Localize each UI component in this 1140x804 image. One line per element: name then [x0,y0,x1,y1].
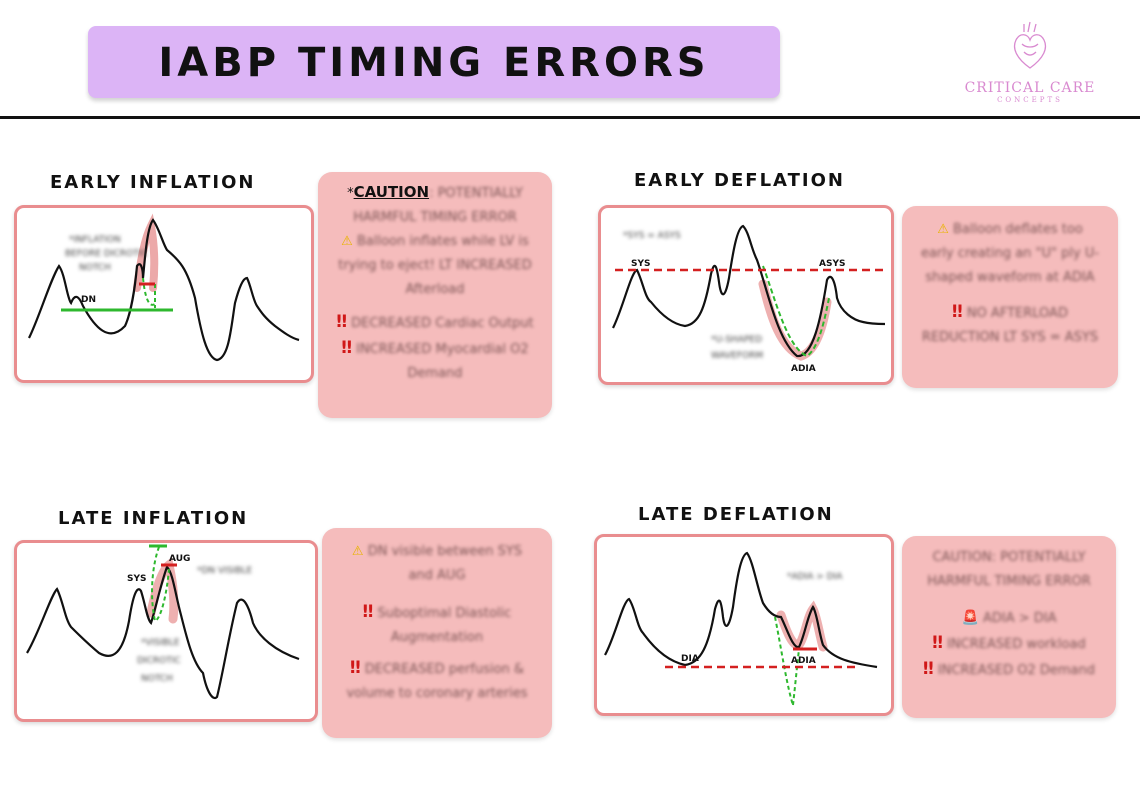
double-exclamation-icon: ‼ [923,659,934,679]
note-line-3: ADIA > DIA [983,611,1057,626]
early-inflation-title: EARLY INFLATION [50,172,256,193]
blurred-label-1: *SYS = ASYS [623,231,681,241]
early-deflation-title: EARLY DEFLATION [634,170,845,191]
logo-name: CRITICAL CARE [964,80,1096,96]
adia-label: ADIA [791,364,816,374]
early-deflation-note: ⚠ Balloon deflates too early creating an… [902,206,1118,388]
early-inflation-note: *CAUTION: POTENTIALLY HARMFUL TIMING ERR… [318,172,552,418]
note-line-5: REDUCTION LT SYS = ASYS [921,330,1099,345]
double-exclamation-icon: ‼ [932,633,943,653]
title-banner: IABP TIMING ERRORS [88,26,780,98]
late-deflation-waveform-svg: DIA ADIA *ADIA > DIA [604,551,878,706]
double-exclamation-icon: ‼ [341,338,352,358]
blurred-label-2: BEFORE DICROTIC [65,249,148,259]
adia-label: ADIA [791,656,816,666]
note-line-2: HARMFUL TIMING ERROR [927,574,1091,589]
note-line-3: shaped waveform at ADIA [925,270,1095,285]
logo: CRITICAL CARE CONCEPTS [960,18,1100,118]
note-line-2: and AUG [408,568,466,583]
late-inflation-waveform: SYS AUG *DN VISIBLE *VISIBLE DICROTIC NO… [14,540,318,722]
siren-icon: 🚨 [961,610,979,626]
note-line-6: volume to coronary arteries [346,686,528,701]
late-deflation-waveform: DIA ADIA *ADIA > DIA [594,534,894,716]
early-deflation-waveform: SYS ASYS ADIA *SYS = ASYS *U-SHAPED WAVE… [598,205,894,385]
note-line-1: Balloon deflates too [953,222,1083,237]
asys-label: ASYS [819,259,845,269]
blurred-label-1: *ADIA > DIA [787,572,843,582]
double-exclamation-icon: ‼ [336,312,348,332]
note-line-7: INCREASED Myocardial O2 [356,342,529,357]
warning-icon: ⚠ [351,544,364,559]
aug-label: AUG [169,554,190,564]
note-line-1: CAUTION: POTENTIALLY [932,550,1086,565]
page-title: IABP TIMING ERRORS [158,40,710,86]
late-inflation-waveform-svg: SYS AUG *DN VISIBLE *VISIBLE DICROTIC NO… [26,544,300,700]
note-line-5: Afterload [405,282,465,297]
note-line-4: NO AFTERLOAD [966,306,1068,321]
late-deflation-note: CAUTION: POTENTIALLY HARMFUL TIMING ERRO… [902,536,1116,718]
note-line-5: DECREASED perfusion & [364,662,525,677]
sys-label: SYS [127,574,146,584]
early-deflation-waveform-svg: SYS ASYS ADIA *SYS = ASYS *U-SHAPED WAVE… [612,224,886,374]
note-line-2: HARMFUL TIMING ERROR [353,210,517,225]
dn-label: DN [81,295,96,305]
note-line-3: Suboptimal Diastolic [377,606,512,621]
warning-icon: ⚠ [937,222,949,237]
caution-rest: : POTENTIALLY [429,186,523,201]
note-line-2: early creating an "U" ply U- [920,246,1100,261]
note-line-4: trying to eject! LT INCREASED [338,258,532,273]
note-line-4: Augmentation [390,630,484,645]
logo-sub: CONCEPTS [997,96,1063,104]
note-line-8: Demand [407,366,463,381]
note-line-1: DN visible between SYS [367,544,523,559]
heart-logo-icon [1013,21,1047,69]
blurred-label-3: NOTCH [79,263,111,273]
blurred-label-4: NOTCH [141,674,173,684]
blurred-label-2: *VISIBLE [141,638,180,648]
blurred-label-1: *INFLATION [69,235,121,245]
early-inflation-waveform-svg: DN *INFLATION BEFORE DICROTIC NOTCH [28,213,300,362]
double-exclamation-icon: ‼ [952,302,963,322]
blurred-label-3: WAVEFORM [711,351,763,361]
blurred-label-3: DICROTIC [137,656,181,666]
late-inflation-note: ⚠ DN visible between SYS and AUG ‼ Subop… [322,528,552,738]
note-line-3: Balloon inflates while LV is [356,234,529,249]
note-prefix: * [347,186,354,201]
dia-label: DIA [681,654,699,664]
note-line-4: INCREASED workload [947,637,1086,652]
header-divider [0,116,1140,119]
late-deflation-title: LATE DEFLATION [638,504,834,525]
late-inflation-title: LATE INFLATION [58,508,249,529]
note-line-6: DECREASED Cardiac Output [351,316,534,331]
early-inflation-waveform: DN *INFLATION BEFORE DICROTIC NOTCH [14,205,314,383]
sys-label: SYS [631,259,650,269]
blurred-label-1: *DN VISIBLE [197,566,252,576]
note-line-5: INCREASED O2 Demand [937,663,1095,678]
double-exclamation-icon: ‼ [349,658,361,678]
warning-icon: ⚠ [341,234,353,249]
blurred-label-2: *U-SHAPED [711,335,762,345]
caution-label: CAUTION [353,183,430,201]
double-exclamation-icon: ‼ [362,602,374,622]
